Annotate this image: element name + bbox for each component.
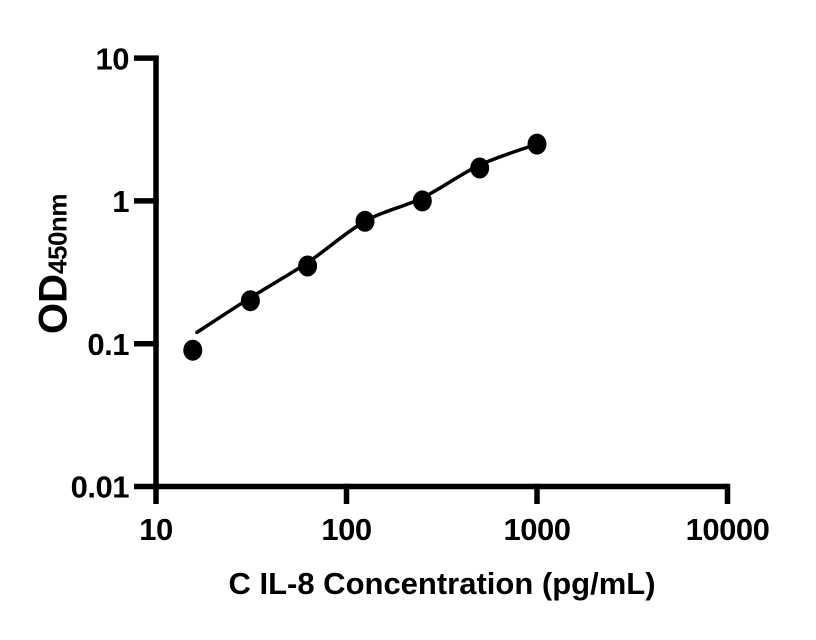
data-point [298,255,318,277]
x-axis-tick-label: 100 [321,512,371,547]
data-point [183,339,203,361]
y-axis-tick-label: 10 [96,41,129,76]
y-axis-title-text: OD [31,273,76,334]
x-axis-tick-label: 1000 [504,512,571,547]
x-axis-tick-label: 10 [139,512,172,547]
y-axis-title: OD450nm [32,194,77,334]
x-axis-title: C IL-8 Concentration (pg/mL) [228,566,656,601]
data-point [527,133,547,155]
data-point [470,157,490,179]
data-point [355,210,375,232]
y-axis-tick-label: 0.01 [71,470,130,505]
x-axis-tick-label: 10000 [686,512,770,547]
y-axis-title-subscript: 450nm [42,194,73,274]
data-point [240,290,260,312]
y-axis-tick-label: 0.1 [87,327,129,362]
data-point [412,190,432,212]
y-axis-tick-label: 1 [112,184,129,219]
axis-lines [153,56,728,490]
